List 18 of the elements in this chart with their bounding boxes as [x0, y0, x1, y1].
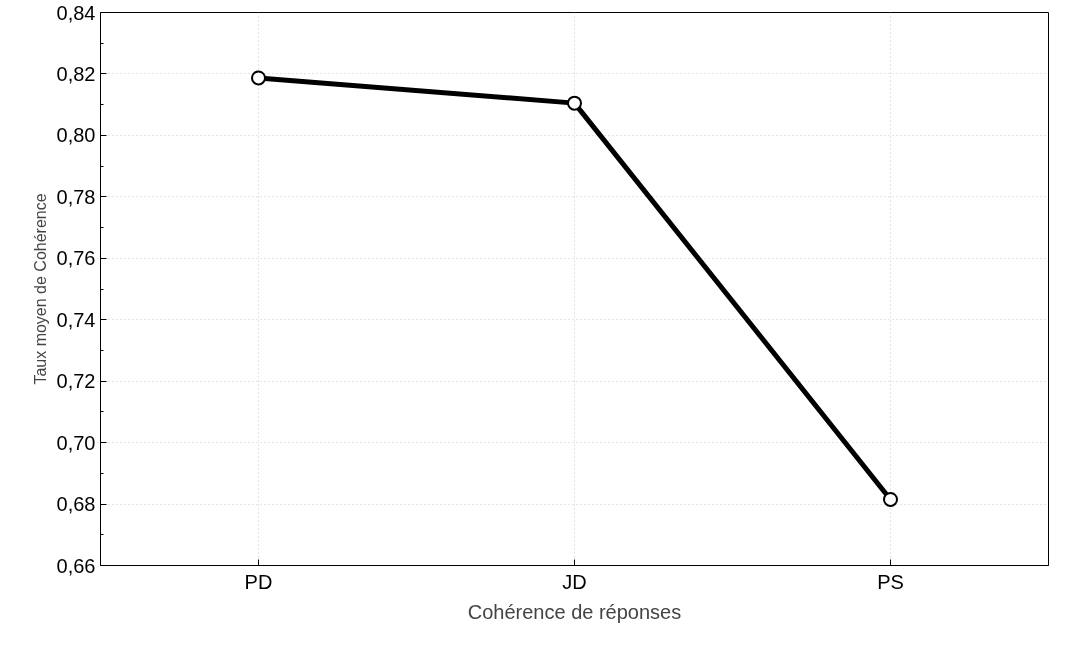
- y-tick-label: 0,82: [56, 62, 96, 85]
- x-tick-label: PS: [877, 570, 904, 593]
- y-tick-label: 0,74: [56, 308, 96, 331]
- point: [883, 491, 898, 507]
- point: [567, 95, 582, 111]
- y-tick-label: 0,76: [56, 247, 96, 270]
- x-axis-title: Cohérence de réponses: [467, 600, 682, 623]
- y-tick-label: 0,72: [56, 370, 96, 393]
- x-tick-label: JD: [562, 570, 587, 593]
- y-tick-label: 0,68: [56, 493, 96, 516]
- y-tick-label: 0,84: [56, 1, 96, 24]
- y-tick-label: 0,78: [56, 185, 96, 208]
- y-tick-label: 0,80: [56, 124, 96, 147]
- x-tick-label: PD: [244, 570, 273, 593]
- y-tick-label: 0,66: [56, 554, 96, 577]
- y-tick-label: 0,70: [56, 431, 96, 454]
- point: [251, 70, 266, 86]
- y-axis-title: Taux moyen de Cohérence: [31, 193, 49, 385]
